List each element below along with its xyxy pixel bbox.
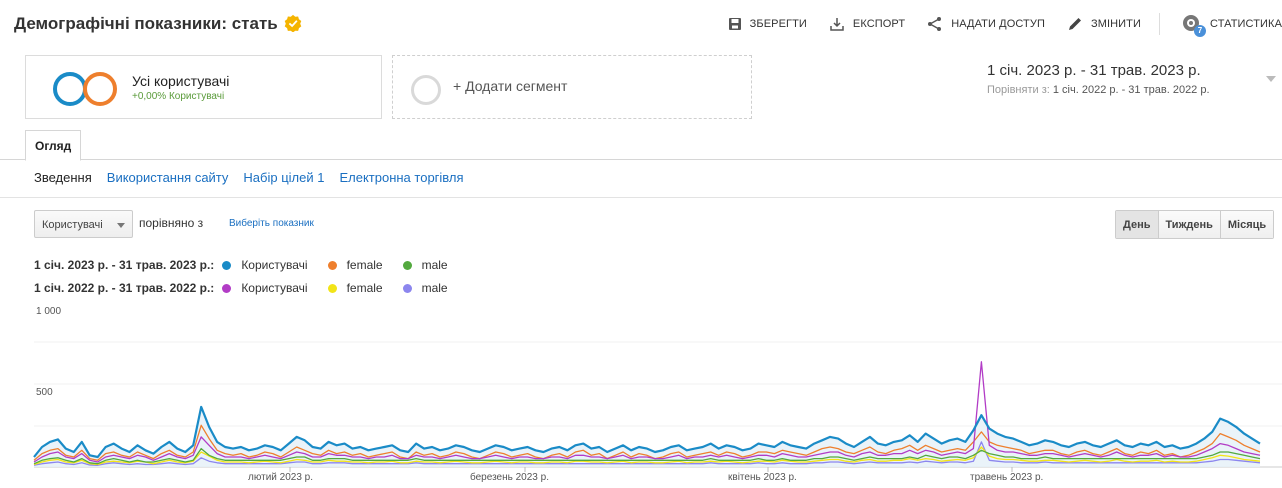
compare-with-label: порівняно з — [139, 216, 204, 230]
period-toggle: День Тиждень Місяць — [1115, 210, 1275, 239]
insights-count-badge: 7 — [1194, 25, 1207, 37]
legend-label: Користувачі — [241, 281, 308, 295]
export-icon — [830, 18, 844, 31]
segment-circles-icon — [53, 72, 117, 106]
legend-item[interactable]: Користувачі — [222, 281, 308, 295]
x-tick-label: травень 2023 р. — [970, 472, 1044, 483]
period-month-button[interactable]: Місяць — [1219, 211, 1274, 238]
series-line-male-2023[interactable] — [33, 447, 1261, 465]
legend-dot-icon — [222, 260, 232, 270]
date-range-picker[interactable]: 1 січ. 2023 р. - 31 трав. 2023 р. Порівн… — [987, 60, 1282, 104]
verified-badge-icon — [284, 14, 302, 32]
legend-range: 1 січ. 2022 р. - 31 трав. 2022 р.: — [34, 281, 215, 295]
save-icon — [728, 18, 741, 30]
period-week-button[interactable]: Тиждень — [1157, 211, 1220, 238]
subnav-site-usage[interactable]: Використання сайту — [106, 170, 229, 185]
legend-label: male — [421, 281, 448, 295]
page-title-text: Демографічні показники: стать — [14, 14, 278, 33]
report-tabs: Огляд — [0, 130, 1282, 161]
legend-label: Користувачі — [241, 258, 308, 272]
insights-label: СТАТИСТИКА — [1210, 18, 1282, 30]
legend-item[interactable]: Користувачі — [222, 258, 308, 272]
y-tick-label: 1 000 — [36, 306, 62, 317]
legend-row-2022: 1 січ. 2022 р. - 31 трав. 2022 р.: Корис… — [34, 281, 468, 295]
share-button[interactable]: НАДАТИ ДОСТУП — [927, 16, 1045, 32]
series-line-користувачі-2022[interactable] — [33, 361, 1261, 463]
report-header: Демографічні показники: стать ЗБЕРЕГТИ Е… — [0, 0, 1282, 48]
segment-all-users[interactable]: Усі користувачі +0,00% Користувачі — [25, 55, 382, 119]
legend-item[interactable]: male — [402, 281, 448, 295]
x-tick-label: квітень 2023 р. — [728, 472, 797, 483]
edit-icon — [1068, 18, 1081, 30]
y-tick-label: 500 — [36, 387, 53, 398]
legend-dot-icon — [327, 283, 337, 293]
series-line-female-2022[interactable] — [33, 446, 1261, 466]
share-icon — [928, 17, 942, 31]
add-segment-label: + Додати сегмент — [453, 78, 568, 94]
edit-button[interactable]: ЗМІНИТИ — [1067, 16, 1141, 32]
legend-dot-icon — [402, 283, 412, 293]
export-label: ЕКСПОРТ — [852, 18, 906, 30]
period-day-button[interactable]: День — [1116, 211, 1158, 238]
save-label: ЗБЕРЕГТИ — [749, 18, 807, 30]
legend-item[interactable]: female — [327, 258, 383, 272]
tab-overview[interactable]: Огляд — [25, 130, 82, 161]
date-range-main: 1 січ. 2023 р. - 31 трав. 2023 р. — [987, 62, 1201, 79]
edit-label: ЗМІНИТИ — [1090, 18, 1142, 30]
chevron-down-icon — [1266, 76, 1276, 82]
segment-percentage: +0,00% Користувачі — [132, 91, 225, 102]
report-toolbar: ЗБЕРЕГТИ ЕКСПОРТ НАДАТИ ДОСТУП ЗМІНИТИ 7… — [706, 13, 1282, 37]
save-button[interactable]: ЗБЕРЕГТИ — [728, 17, 807, 31]
add-segment-circle-icon — [411, 75, 441, 105]
chevron-down-icon — [117, 223, 125, 228]
legend-dot-icon — [222, 283, 232, 293]
divider — [0, 197, 1282, 198]
legend-dot-icon — [402, 260, 412, 270]
segment-name: Усі користувачі — [132, 73, 230, 89]
series-area-fill — [34, 406, 1260, 467]
legend-label: female — [346, 281, 383, 295]
page-title: Демографічні показники: стать — [14, 14, 302, 34]
series-line-female-2023[interactable] — [33, 424, 1261, 461]
insights-icon: 7 — [1182, 14, 1207, 37]
share-label: НАДАТИ ДОСТУП — [951, 18, 1045, 30]
series-line-male-2022[interactable] — [33, 441, 1261, 466]
subnav-ecommerce[interactable]: Електронна торгівля — [339, 170, 464, 185]
compare-prefix: Порівняти з: — [987, 84, 1050, 96]
legend-item[interactable]: male — [402, 258, 448, 272]
sub-navigation: Зведення Використання сайту Набір цілей … — [34, 170, 479, 185]
toolbar-divider — [1159, 13, 1161, 35]
x-tick-label: березень 2023 р. — [470, 472, 549, 483]
legend-label: female — [346, 258, 383, 272]
legend-label: male — [421, 258, 448, 272]
legend-item[interactable]: female — [327, 281, 383, 295]
metric-dropdown[interactable]: Користувачі — [34, 210, 133, 238]
subnav-goal-set-1[interactable]: Набір цілей 1 — [243, 170, 325, 185]
add-segment-button[interactable]: + Додати сегмент — [392, 55, 752, 119]
date-range-compare: Порівняти з: 1 січ. 2022 р. - 31 трав. 2… — [987, 84, 1210, 96]
select-metric-link[interactable]: Виберіть показник — [229, 218, 314, 229]
series-line-користувачі-2023[interactable] — [33, 405, 1261, 459]
subnav-summary[interactable]: Зведення — [34, 170, 92, 185]
export-button[interactable]: ЕКСПОРТ — [829, 16, 905, 32]
metric-selected: Користувачі — [42, 219, 103, 231]
legend-range: 1 січ. 2023 р. - 31 трав. 2023 р.: — [34, 258, 215, 272]
insights-button[interactable]: 7 СТАТИСТИКА — [1182, 14, 1282, 37]
legend-row-2023: 1 січ. 2023 р. - 31 трав. 2023 р.: Корис… — [34, 258, 468, 272]
legend-dot-icon — [327, 260, 337, 270]
x-tick-label: лютий 2023 р. — [248, 472, 314, 483]
compare-range: 1 січ. 2022 р. - 31 трав. 2022 р. — [1052, 84, 1210, 96]
